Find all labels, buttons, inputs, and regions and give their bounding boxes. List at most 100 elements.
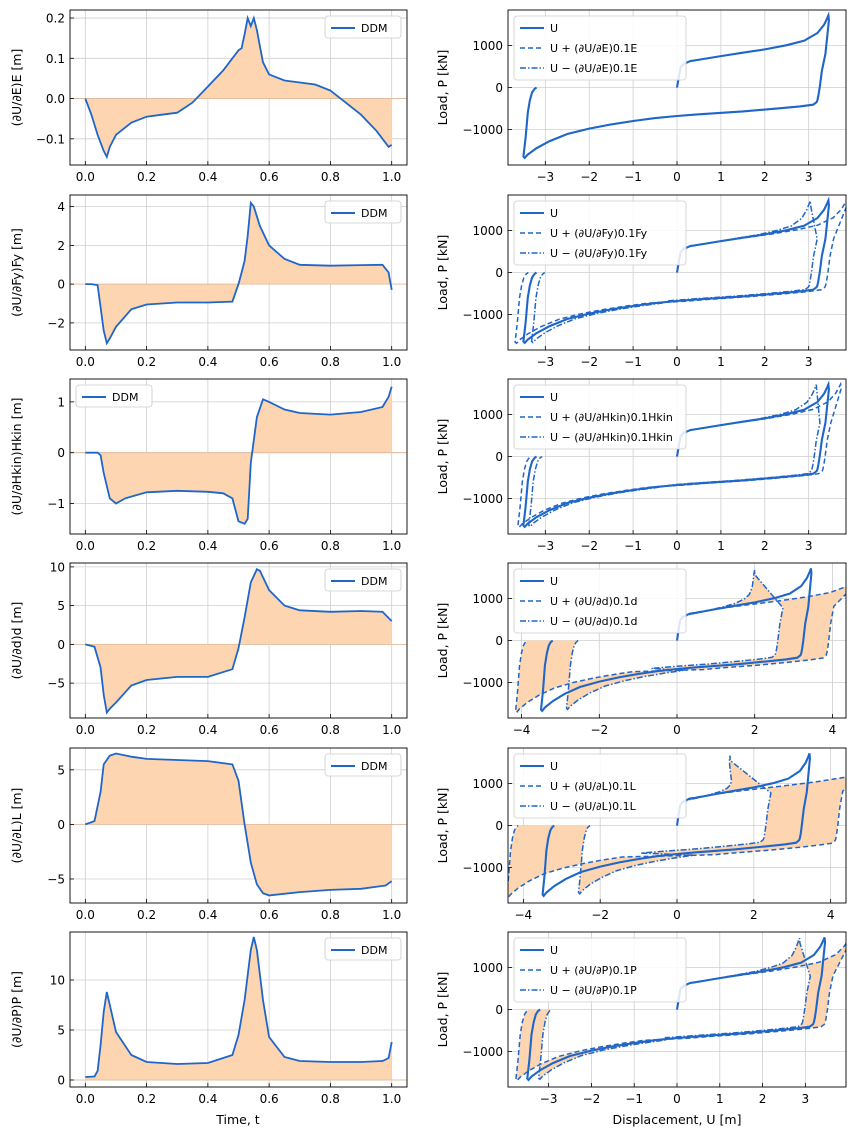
legend-label: U + (∂U/∂P)0.1P (550, 964, 637, 977)
x-tick-label: −2 (590, 723, 608, 737)
y-tick-label: 0.0 (46, 92, 65, 106)
legend-box (513, 568, 687, 634)
x-tick-label: −2 (580, 170, 598, 184)
y-tick-label: −2 (47, 316, 65, 330)
legend-label: DDM (361, 575, 387, 588)
x-tick-label: 1 (717, 355, 725, 369)
y-tick-label: 0 (495, 1003, 503, 1017)
x-tick-label: 0 (673, 539, 681, 553)
y-tick-label: 1000 (472, 592, 503, 606)
plus-series-line (515, 941, 846, 1082)
axes-frame (69, 562, 408, 719)
x-tick-label: 3 (805, 170, 813, 184)
u-series-line (541, 753, 811, 898)
legend: U U + (∂U/∂Hkin)0.1Hkin U − (∂U/∂Hkin)0.1H… (513, 384, 687, 450)
y-axis-title: (∂U/∂Fy)Fy [m] (9, 228, 24, 317)
x-tick-label: 0.0 (76, 539, 95, 553)
x-tick-label: 2 (751, 723, 759, 737)
x-tick-label: 0.6 (260, 723, 279, 737)
x-tick-label: 0.2 (137, 908, 156, 922)
legend-label: U (550, 391, 558, 404)
y-axis-title: Load, P [kN] (435, 419, 450, 495)
x-tick-label: 0.0 (76, 355, 95, 369)
y-tick-label: 1000 (472, 224, 503, 238)
legend-box (324, 15, 402, 39)
axes-frame (69, 931, 408, 1088)
y-tick-label: 0 (495, 450, 503, 464)
legend-label: U − (∂U/∂Hkin)0.1Hkin (550, 431, 673, 444)
x-tick-label: 0.2 (137, 539, 156, 553)
x-tick-label: 0.0 (76, 170, 95, 184)
y-axis-title: (∂U/∂L)L [m] (9, 788, 24, 864)
x-tick-label: 0.4 (198, 908, 217, 922)
ddm-series-line (85, 567, 393, 715)
x-tick-label: −1 (624, 170, 642, 184)
legend: DDM (324, 937, 402, 961)
x-tick-label: 0.8 (321, 1092, 340, 1106)
axes-frame (69, 9, 408, 166)
x-tick-label: 0.0 (76, 723, 95, 737)
x-tick-label: 0.6 (260, 539, 279, 553)
y-tick-label: −0.1 (36, 132, 65, 146)
y-axis-title: (∂U/∂d)d [m] (9, 602, 24, 680)
x-tick-label: −2 (591, 908, 609, 922)
chart-left-5: 0.0 0.2 0.4 0.6 0.8 1.0 0 5 10 (∂U/∂P)P [m] DDM (9, 931, 408, 1106)
x-tick-label: 3 (805, 539, 813, 553)
fill-area (85, 202, 392, 344)
legend-label: DDM (361, 944, 387, 957)
x-tick-label: 1 (717, 539, 725, 553)
y-axis-title: (∂U/∂Hkin)Hkin [m] (9, 397, 24, 515)
plot-area (515, 936, 846, 1082)
legend-box (513, 200, 687, 266)
legend-label: DDM (361, 22, 387, 35)
plot-area (70, 567, 407, 715)
legend-label: U (550, 575, 558, 588)
y-tick-label: −1000 (462, 123, 503, 137)
x-tick-label: 0.4 (198, 355, 217, 369)
x-tick-label: 4 (827, 908, 835, 922)
plus-series-line (508, 776, 846, 899)
x-tick-label: 0 (673, 170, 681, 184)
plot-area (514, 568, 846, 714)
y-tick-label: 1000 (472, 408, 503, 422)
chart-left-0: 0.0 0.2 0.4 0.6 0.8 1.0 −0.1 0.0 0.1 0.2 (∂U/∂E)E … (9, 9, 408, 184)
x-tick-label: 0.4 (198, 1092, 217, 1106)
legend-label: DDM (361, 760, 387, 773)
x-tick-label: 1.0 (382, 170, 401, 184)
x-tick-label: 0 (673, 355, 681, 369)
x-tick-label: 0.0 (76, 908, 95, 922)
x-tick-label: −2 (580, 355, 598, 369)
x-tick-label: 3 (805, 355, 813, 369)
fill-area (85, 386, 392, 524)
plot-area (70, 386, 407, 525)
x-tick-label: 3 (802, 1092, 810, 1106)
x-tick-label: 0.8 (321, 908, 340, 922)
legend-label: DDM (112, 391, 138, 404)
y-tick-label: 0.2 (46, 12, 65, 26)
y-axis-title: Load, P [kN] (435, 235, 450, 311)
x-tick-label: 0.0 (76, 1092, 95, 1106)
x-tick-label: 0.8 (321, 723, 340, 737)
x-tick-label: 0.6 (260, 170, 279, 184)
u-series-line (522, 11, 830, 160)
y-axis-title: Load, P [kN] (435, 972, 450, 1048)
plot-area (70, 14, 407, 160)
y-axis-title: (∂U/∂E)E [m] (9, 49, 24, 127)
legend-label: U + (∂U/∂Hkin)0.1Hkin (550, 411, 673, 424)
y-tick-label: −1 (47, 497, 65, 511)
legend-label: U + (∂U/∂L)0.1L (550, 780, 637, 793)
x-tick-label: −3 (540, 1092, 558, 1106)
ddm-series-line (84, 752, 393, 897)
legend-label: U + (∂U/∂E)0.1E (550, 42, 637, 55)
legend-label: U (550, 22, 558, 35)
y-tick-label: 0 (495, 634, 503, 648)
chart-left-3: 0.0 0.2 0.4 0.6 0.8 1.0 −5 0 5 10 (∂U/∂d)d [m] DDM (9, 560, 408, 737)
plot-area (508, 753, 846, 899)
y-tick-label: 1 (57, 395, 65, 409)
axes-frame (69, 378, 408, 535)
x-tick-label: 1.0 (382, 355, 401, 369)
x-tick-label: −2 (580, 539, 598, 553)
legend-label: U + (∂U/∂d)0.1d (550, 595, 637, 608)
x-tick-label: 0 (673, 723, 681, 737)
